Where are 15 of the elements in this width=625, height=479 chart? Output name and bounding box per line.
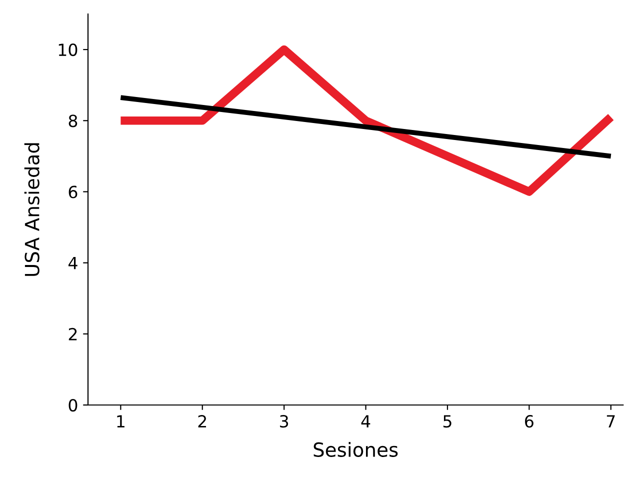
y-tick-label: 2 <box>68 328 77 340</box>
y-tick-label: 10 <box>58 44 78 56</box>
x-axis-title: Sesiones <box>314 442 398 458</box>
x-tick-label: 5 <box>443 415 452 428</box>
y-tick-label: 4 <box>68 257 78 270</box>
x-tick-label: 4 <box>361 415 370 428</box>
y-tick-label: 0 <box>68 398 78 412</box>
x-tick-label: 6 <box>525 415 534 428</box>
x-tick-label: 7 <box>606 415 615 428</box>
y-tick-label: 6 <box>68 186 78 198</box>
x-tick-label: 3 <box>280 415 288 428</box>
y-tick-label: 8 <box>68 114 78 128</box>
x-tick-label: 2 <box>198 415 206 428</box>
x-tick-label: 1 <box>117 415 124 428</box>
y-axis-title: USA Ansiedad <box>24 143 40 276</box>
